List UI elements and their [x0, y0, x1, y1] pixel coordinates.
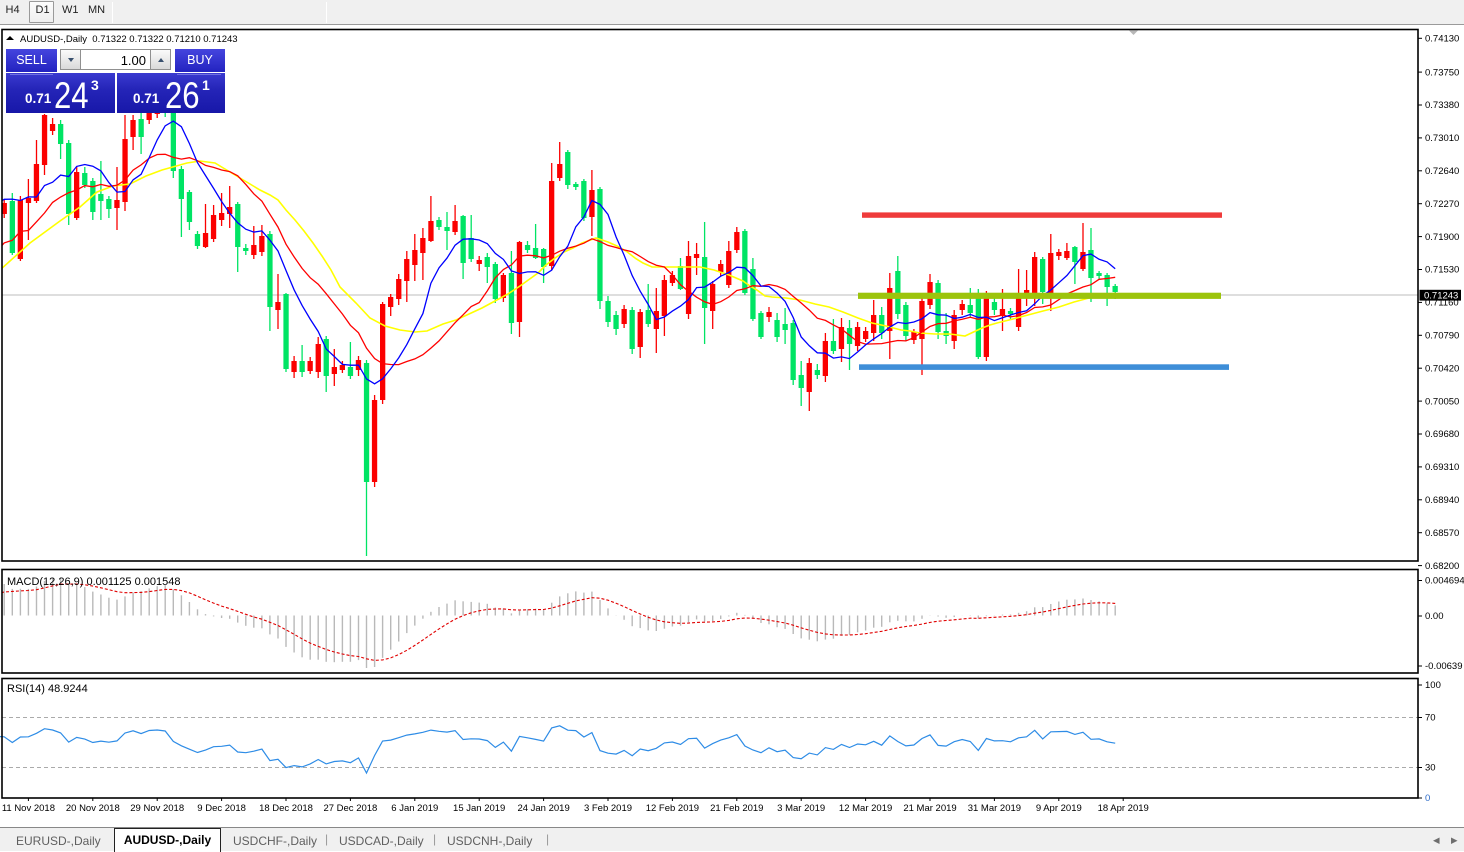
svg-text:29 Nov 2018: 29 Nov 2018 [130, 803, 184, 814]
svg-text:3 Feb 2019: 3 Feb 2019 [584, 803, 632, 814]
svg-text:18 Apr 2019: 18 Apr 2019 [1098, 803, 1149, 814]
svg-text:0.69680: 0.69680 [1425, 429, 1459, 440]
svg-text:27 Dec 2018: 27 Dec 2018 [323, 803, 377, 814]
svg-text:20 Nov 2018: 20 Nov 2018 [66, 803, 120, 814]
svg-text:31 Mar 2019: 31 Mar 2019 [968, 803, 1021, 814]
svg-text:0.69310: 0.69310 [1425, 462, 1459, 473]
svg-text:0.71243: 0.71243 [1424, 290, 1458, 301]
svg-text:0.68200: 0.68200 [1425, 561, 1459, 572]
svg-text:0.70420: 0.70420 [1425, 363, 1459, 374]
svg-text:70: 70 [1425, 713, 1436, 724]
svg-text:12 Mar 2019: 12 Mar 2019 [839, 803, 892, 814]
svg-text:15 Jan 2019: 15 Jan 2019 [453, 803, 505, 814]
svg-text:0.68570: 0.68570 [1425, 528, 1459, 539]
svg-text:12 Feb 2019: 12 Feb 2019 [646, 803, 699, 814]
svg-text:6 Jan 2019: 6 Jan 2019 [391, 803, 438, 814]
svg-text:-0.00639: -0.00639 [1425, 661, 1463, 672]
svg-text:0.72270: 0.72270 [1425, 199, 1459, 210]
svg-text:0.72640: 0.72640 [1425, 166, 1459, 177]
svg-text:30: 30 [1425, 763, 1436, 774]
svg-text:100: 100 [1425, 680, 1441, 691]
svg-text:24 Jan 2019: 24 Jan 2019 [517, 803, 569, 814]
svg-text:0.73750: 0.73750 [1425, 67, 1459, 78]
svg-text:0.68940: 0.68940 [1425, 495, 1459, 506]
svg-text:0.71160: 0.71160 [1425, 298, 1459, 309]
svg-text:0.73380: 0.73380 [1425, 100, 1459, 111]
svg-text:9 Apr 2019: 9 Apr 2019 [1036, 803, 1082, 814]
svg-text:21 Feb 2019: 21 Feb 2019 [710, 803, 763, 814]
svg-text:0.71530: 0.71530 [1425, 265, 1459, 276]
svg-text:3 Mar 2019: 3 Mar 2019 [777, 803, 825, 814]
svg-text:11 Nov 2018: 11 Nov 2018 [2, 803, 55, 814]
svg-text:0.73010: 0.73010 [1425, 133, 1459, 144]
svg-text:21 Mar 2019: 21 Mar 2019 [903, 803, 956, 814]
svg-text:0.70790: 0.70790 [1425, 331, 1459, 342]
svg-text:0.00: 0.00 [1425, 611, 1444, 622]
svg-text:0.004694: 0.004694 [1425, 576, 1464, 587]
svg-text:18 Dec 2018: 18 Dec 2018 [259, 803, 313, 814]
svg-text:0.70050: 0.70050 [1425, 396, 1459, 407]
svg-text:0.74130: 0.74130 [1425, 34, 1459, 45]
svg-text:0: 0 [1425, 793, 1430, 804]
svg-text:9 Dec 2018: 9 Dec 2018 [197, 803, 246, 814]
svg-text:0.71900: 0.71900 [1425, 232, 1459, 243]
